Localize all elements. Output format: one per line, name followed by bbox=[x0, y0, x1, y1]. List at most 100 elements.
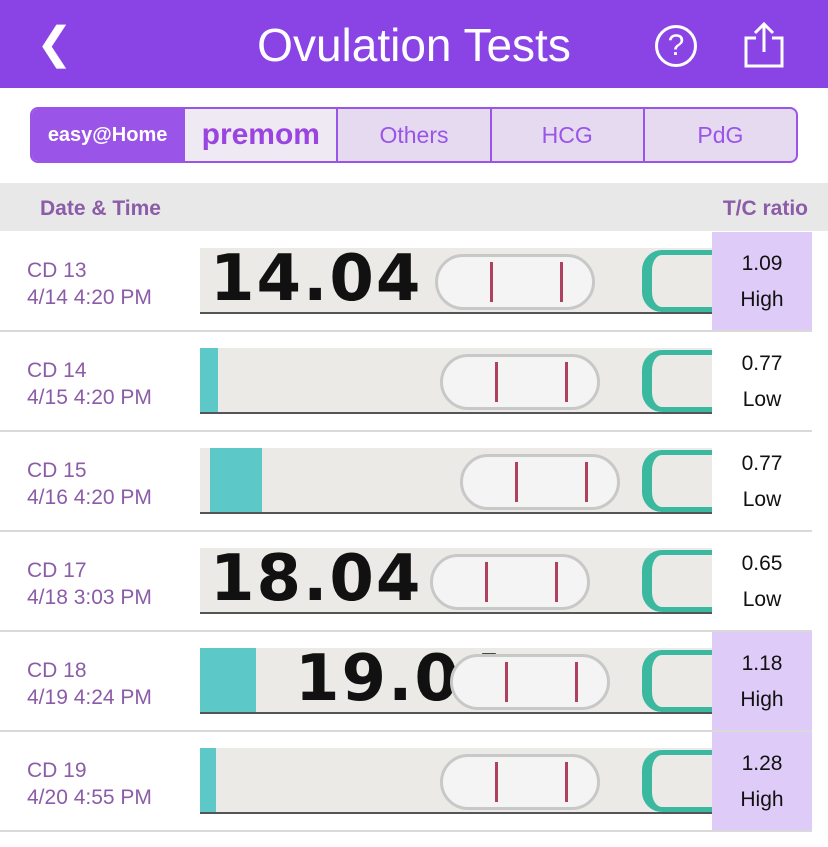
lh-level: Low bbox=[742, 588, 782, 611]
table-row[interactable]: CD 18 4/19 4:24 PM 19.04 1.18 High bbox=[0, 632, 828, 732]
tc-ratio-cell: 0.77 Low bbox=[712, 332, 812, 432]
result-window bbox=[435, 254, 595, 310]
lh-level: Low bbox=[742, 488, 782, 511]
strip-arrow-marks bbox=[642, 750, 712, 812]
test-datetime: 4/16 4:20 PM bbox=[27, 486, 152, 509]
tc-ratio-value: 0.77 bbox=[741, 352, 783, 375]
tc-ratio-cell: 0.65 Low bbox=[712, 532, 812, 632]
brand-tabs: easy@Home premom Others HCG PdG bbox=[30, 107, 798, 163]
lh-level: High bbox=[740, 788, 784, 811]
tc-ratio-header: T/C ratio bbox=[722, 197, 808, 220]
strip-arrow-marks bbox=[642, 350, 712, 412]
table-row[interactable]: CD 13 4/14 4:20 PM 14.04 1.09 High bbox=[0, 232, 828, 332]
help-button[interactable]: ? bbox=[655, 25, 697, 67]
result-window bbox=[430, 554, 590, 610]
test-line bbox=[515, 462, 518, 502]
test-strip-image[interactable]: 18.04 bbox=[200, 548, 712, 614]
tc-ratio-cell: 1.18 High bbox=[712, 632, 812, 732]
lh-level: Low bbox=[742, 388, 782, 411]
tab-pdg[interactable]: PdG bbox=[697, 121, 744, 148]
result-window bbox=[440, 354, 600, 410]
row-divider bbox=[0, 630, 812, 632]
cycle-day: CD 19 bbox=[27, 759, 87, 782]
tc-ratio-value: 0.77 bbox=[741, 452, 783, 475]
nav-bar: ❮ Ovulation Tests ? bbox=[0, 0, 828, 88]
strip-handwritten-note: 14.04 bbox=[210, 248, 423, 314]
cycle-day-datetime: CD 18 4/19 4:24 PM bbox=[27, 657, 152, 711]
test-line bbox=[505, 662, 508, 702]
control-line bbox=[565, 362, 568, 402]
tab-premom[interactable]: premom bbox=[185, 109, 339, 161]
chevron-left-icon: ❮ bbox=[36, 19, 73, 68]
cycle-day: CD 15 bbox=[27, 459, 87, 482]
tc-ratio-cell: 0.77 Low bbox=[712, 432, 812, 532]
result-window bbox=[450, 654, 610, 710]
cycle-day: CD 14 bbox=[27, 359, 87, 382]
cycle-day: CD 17 bbox=[27, 559, 87, 582]
row-divider bbox=[0, 330, 812, 332]
test-strip-image[interactable] bbox=[200, 348, 712, 414]
date-time-header: Date & Time bbox=[40, 197, 161, 220]
strip-handle bbox=[210, 448, 262, 512]
table-row[interactable]: CD 14 4/15 4:20 PM 0.77 Low bbox=[0, 332, 828, 432]
control-line bbox=[565, 762, 568, 802]
test-strip-image[interactable]: 14.04 bbox=[200, 248, 712, 314]
test-line bbox=[495, 762, 498, 802]
cycle-day-datetime: CD 17 4/18 3:03 PM bbox=[27, 557, 152, 611]
test-datetime: 4/14 4:20 PM bbox=[27, 286, 152, 309]
control-line bbox=[560, 262, 563, 302]
lh-level: High bbox=[740, 688, 784, 711]
row-divider bbox=[0, 430, 812, 432]
test-line bbox=[485, 562, 488, 602]
question-circle-icon: ? bbox=[667, 29, 685, 62]
row-divider bbox=[0, 830, 812, 832]
row-divider bbox=[0, 730, 812, 732]
table-row[interactable]: CD 15 4/16 4:20 PM 0.77 Low bbox=[0, 432, 828, 532]
strip-arrow-marks bbox=[642, 550, 712, 612]
tc-ratio-value: 1.09 bbox=[741, 252, 783, 275]
strip-arrow-marks bbox=[642, 250, 712, 312]
row-divider bbox=[0, 530, 812, 532]
test-strip-image[interactable] bbox=[200, 748, 712, 814]
test-strip-image[interactable] bbox=[200, 448, 712, 514]
control-line bbox=[575, 662, 578, 702]
cycle-day: CD 13 bbox=[27, 259, 87, 282]
tab-hcg[interactable]: HCG bbox=[492, 109, 645, 161]
result-window bbox=[440, 754, 600, 810]
strip-handwritten-note: 18.04 bbox=[210, 548, 423, 614]
tc-ratio-cell: 1.28 High bbox=[712, 732, 812, 832]
test-strip-image[interactable]: 19.04 bbox=[200, 648, 712, 714]
cycle-day-datetime: CD 13 4/14 4:20 PM bbox=[27, 257, 152, 311]
cycle-day-datetime: CD 19 4/20 4:55 PM bbox=[27, 757, 152, 811]
strip-handle bbox=[200, 748, 216, 812]
back-button[interactable]: ❮ bbox=[36, 20, 73, 68]
tc-ratio-cell: 1.09 High bbox=[712, 232, 812, 332]
result-window bbox=[460, 454, 620, 510]
test-line bbox=[490, 262, 493, 302]
cycle-day-datetime: CD 14 4/15 4:20 PM bbox=[27, 357, 152, 411]
test-datetime: 4/19 4:24 PM bbox=[27, 686, 152, 709]
share-icon[interactable] bbox=[742, 22, 786, 68]
tab-others[interactable]: Others bbox=[338, 109, 492, 161]
test-datetime: 4/15 4:20 PM bbox=[27, 386, 152, 409]
lh-level: High bbox=[740, 288, 784, 311]
cycle-day-datetime: CD 15 4/16 4:20 PM bbox=[27, 457, 152, 511]
strip-handle bbox=[200, 648, 256, 712]
test-datetime: 4/18 3:03 PM bbox=[27, 586, 152, 609]
strip-handle bbox=[200, 348, 218, 412]
strip-arrow-marks bbox=[642, 650, 712, 712]
test-datetime: 4/20 4:55 PM bbox=[27, 786, 152, 809]
strip-arrow-marks bbox=[642, 450, 712, 512]
control-line bbox=[585, 462, 588, 502]
tc-ratio-value: 1.28 bbox=[741, 752, 783, 775]
page-title: Ovulation Tests bbox=[257, 19, 571, 71]
table-row[interactable]: CD 17 4/18 3:03 PM 18.04 0.65 Low bbox=[0, 532, 828, 632]
cycle-day: CD 18 bbox=[27, 659, 87, 682]
column-header: Date & Time T/C ratio bbox=[0, 183, 828, 231]
tc-ratio-value: 0.65 bbox=[741, 552, 783, 575]
test-line bbox=[495, 362, 498, 402]
control-line bbox=[555, 562, 558, 602]
table-row[interactable]: CD 19 4/20 4:55 PM 1.28 High bbox=[0, 732, 828, 832]
tc-ratio-value: 1.18 bbox=[741, 652, 783, 675]
tab-easy-at-home[interactable]: easy@Home bbox=[32, 109, 186, 161]
